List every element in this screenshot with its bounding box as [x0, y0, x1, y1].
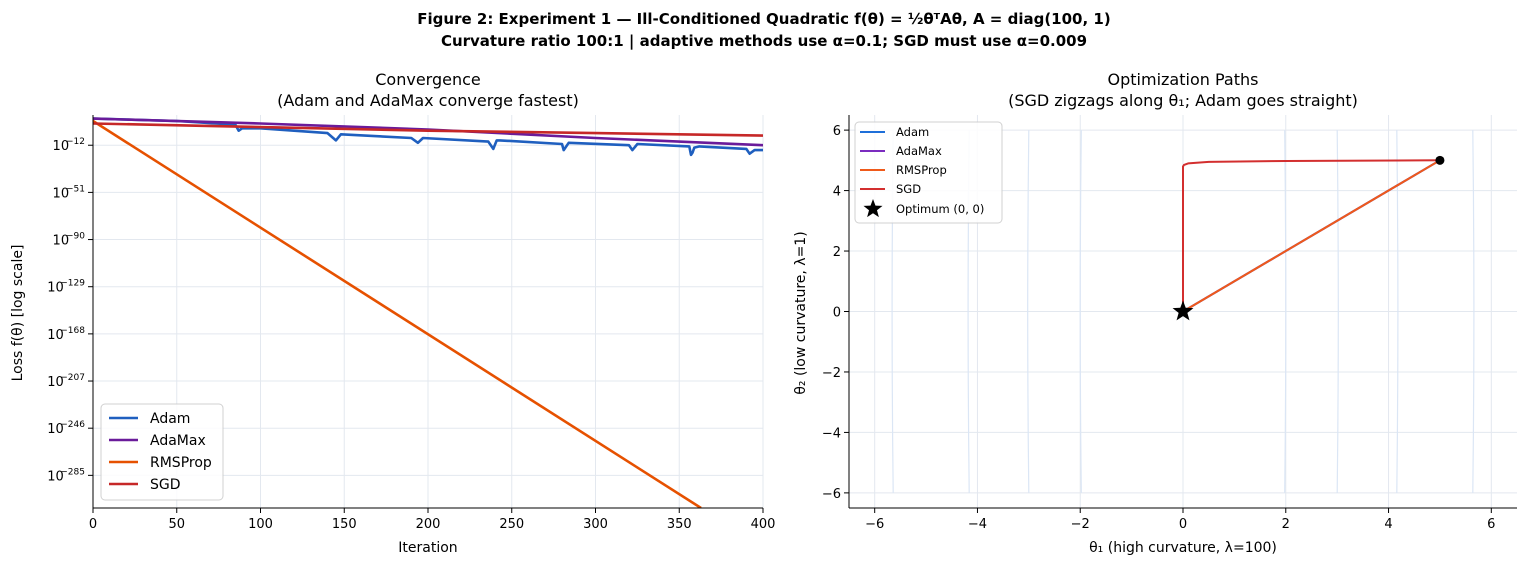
paths-series	[1172, 155, 1445, 321]
y-tick-label: 2	[833, 245, 841, 260]
x-tick-label: 150	[332, 517, 357, 532]
y-tick-base: 10	[47, 281, 64, 296]
x-tick-label: 100	[248, 517, 273, 532]
x-tick-label: 350	[667, 517, 692, 532]
legend-label-adamax: AdaMax	[896, 144, 942, 158]
y-tick-exponent: −168	[60, 326, 85, 336]
y-tick-label: −6	[822, 487, 841, 502]
y-tick-label: 0	[833, 306, 841, 321]
optimum-star-marker	[1172, 300, 1194, 321]
legend-frame	[854, 121, 1003, 224]
paths-panel: Optimization Paths (SGD zigzags along θ₁…	[793, 70, 1517, 556]
paths-legend: Adam AdaMax RMSProp SGD Optimum (0, 0)	[854, 121, 1003, 224]
paths-y-label: θ₂ (low curvature, λ=1)	[793, 231, 809, 394]
paths-x-label: θ₁ (high curvature, λ=100)	[1089, 540, 1277, 556]
legend-label-rmsprop: RMSProp	[896, 163, 947, 177]
contour-line	[1284, 130, 1287, 493]
path-line-sgd	[1182, 159, 1440, 312]
convergence-x-ticks: 0 50 100 150 200 250 300 350 400	[89, 508, 776, 532]
y-tick-exponent: −246	[60, 420, 85, 430]
x-tick-label: 250	[499, 517, 524, 532]
suptitle-line-2: Curvature ratio 100:1 | adaptive methods…	[441, 32, 1087, 51]
contour-line	[1396, 130, 1399, 493]
y-tick-base: 10	[47, 328, 64, 343]
x-tick-label: −2	[1071, 517, 1090, 532]
y-tick-exponent: −129	[60, 279, 85, 289]
y-tick-exponent: −285	[60, 467, 85, 477]
y-tick-base: 10	[47, 469, 64, 484]
convergence-subtitle: (Adam and AdaMax converge fastest)	[277, 91, 579, 110]
paths-y-ticks: −6 −4 −2 0 2 4 6	[822, 124, 849, 502]
convergence-panel: Convergence (Adam and AdaMax converge fa…	[10, 70, 775, 556]
contour-line	[1079, 130, 1082, 493]
y-tick-base: 10	[53, 186, 70, 201]
y-tick-label: −2	[822, 366, 841, 381]
legend-label-adamax: AdaMax	[150, 433, 206, 449]
convergence-y-ticks: −1210−5110−9010−12910−16810−20710−24610−…	[47, 137, 93, 484]
contour-line	[1336, 130, 1339, 493]
y-tick-base: 10	[47, 375, 64, 390]
x-tick-label: 300	[583, 517, 608, 532]
legend-swatch-optimum-star-icon	[863, 199, 883, 218]
y-tick-exponent: −12	[66, 137, 85, 147]
series-line-sgd	[93, 122, 763, 137]
suptitle-line-1: Figure 2: Experiment 1 — Ill-Conditioned…	[417, 10, 1110, 28]
legend-label-adam: Adam	[896, 125, 929, 139]
x-tick-label: 2	[1282, 517, 1290, 532]
y-tick-base: 10	[53, 234, 70, 249]
paths-x-ticks: −6 −4 −2 0 2 4 6	[865, 508, 1495, 532]
convergence-series	[93, 117, 763, 508]
legend-label-optimum: Optimum (0, 0)	[896, 202, 984, 216]
x-tick-label: 4	[1384, 517, 1392, 532]
x-tick-label: −4	[968, 517, 987, 532]
x-tick-label: 50	[168, 517, 185, 532]
x-tick-label: −6	[865, 517, 884, 532]
x-tick-label: 0	[1179, 517, 1187, 532]
contour-line	[1027, 130, 1030, 493]
x-tick-label: 200	[416, 517, 441, 532]
y-tick-base: 10	[47, 422, 64, 437]
start-point-marker	[1435, 155, 1445, 165]
legend-label-sgd: SGD	[896, 182, 921, 196]
paths-subtitle: (SGD zigzags along θ₁; Adam goes straigh…	[1008, 91, 1358, 110]
y-tick-exponent: −51	[66, 184, 85, 194]
legend-frame	[100, 403, 224, 501]
legend-label-rmsprop: RMSProp	[150, 455, 212, 471]
y-tick-exponent: −90	[66, 232, 85, 242]
path-line-rmsprop	[1182, 159, 1441, 313]
y-tick-label: 6	[833, 124, 841, 139]
y-tick-exponent: −207	[60, 373, 85, 383]
legend-label-adam: Adam	[150, 411, 190, 427]
convergence-legend: Adam AdaMax RMSProp SGD	[100, 403, 224, 501]
convergence-y-label: Loss f(θ) [log scale]	[10, 245, 26, 382]
convergence-x-label: Iteration	[398, 540, 457, 556]
y-tick-base: 10	[53, 139, 70, 154]
contour-line	[1472, 130, 1475, 493]
x-tick-label: 400	[751, 517, 776, 532]
legend-label-sgd: SGD	[150, 477, 181, 493]
y-tick-label: 4	[833, 185, 841, 200]
x-tick-label: 6	[1487, 517, 1495, 532]
convergence-title: Convergence	[375, 70, 481, 89]
x-tick-label: 0	[89, 517, 97, 532]
series-line-rmsprop	[93, 119, 702, 508]
paths-title: Optimization Paths	[1108, 70, 1259, 89]
y-tick-label: −4	[822, 426, 841, 441]
